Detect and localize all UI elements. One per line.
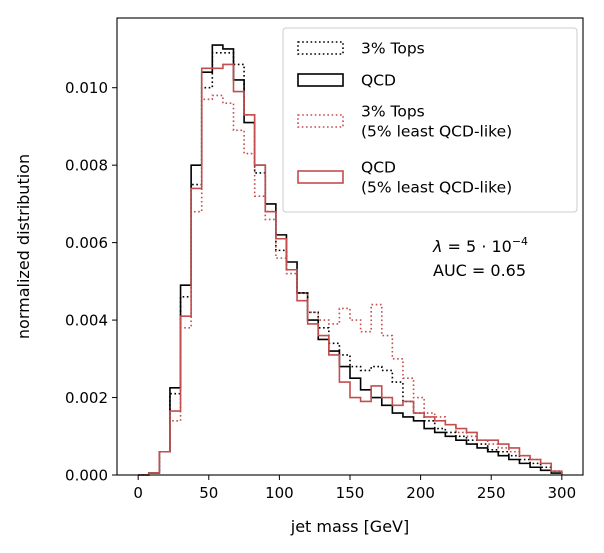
lambda-annotation: λ = 5 · 10−4 [432, 235, 528, 256]
legend-label: QCD [361, 72, 396, 90]
series-layer [138, 44, 563, 476]
x-tick-label: 100 [265, 484, 294, 502]
y-tick-label: 0.002 [65, 389, 108, 407]
legend: 3% Tops QCD 3% Tops (5% least QCD-like) QCD(… [282, 27, 578, 213]
legend-swatch [297, 170, 344, 184]
y-axis-ticks: 0.000 0.002 0.004 0.006 0.008 0.010 [65, 79, 117, 485]
y-tick-label: 0.000 [65, 467, 108, 485]
x-tick-label: 300 [547, 484, 576, 502]
y-axis-label: normalized distribution [14, 154, 33, 339]
x-tick-label: 250 [477, 484, 506, 502]
x-tick-label: 150 [336, 484, 365, 502]
y-tick-label: 0.008 [65, 157, 108, 175]
legend-box [282, 27, 578, 213]
y-tick-label: 0.010 [65, 79, 108, 97]
series-line-4 [138, 63, 563, 476]
legend-label: 3% Tops [361, 40, 425, 58]
legend-swatch [297, 41, 344, 55]
series-line-2 [138, 44, 563, 476]
auc-annotation: AUC = 0.65 [433, 261, 526, 280]
x-axis-label: jet mass [GeV] [290, 517, 409, 536]
x-tick-label: 200 [406, 484, 435, 502]
legend-label: 3% Tops (5% least QCD-like) [361, 103, 512, 141]
series-line-1 [138, 52, 563, 476]
legend-label: QCD (5% least QCD-like) [361, 159, 512, 197]
legend-swatch [297, 73, 344, 87]
x-tick-label: 50 [199, 484, 218, 502]
legend-swatch [297, 114, 344, 128]
y-tick-label: 0.006 [65, 234, 108, 252]
x-tick-label: 0 [133, 484, 143, 502]
annotations: λ = 5 · 10−4 AUC = 0.65 [432, 235, 528, 280]
y-tick-label: 0.004 [65, 312, 108, 330]
x-axis-ticks: 0 50 100 150 200 250 300 [133, 475, 576, 502]
